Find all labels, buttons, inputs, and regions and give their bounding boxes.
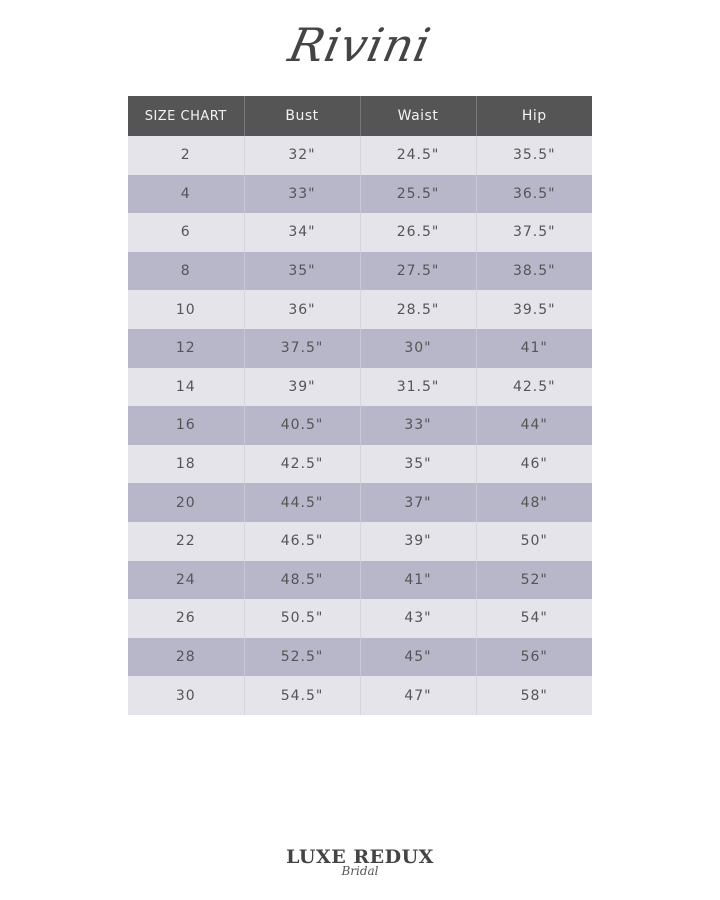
- cell-waist: 30": [359, 328, 476, 368]
- cell-bust: 36": [243, 290, 360, 329]
- table-row: 22 46.5" 39" 50": [128, 521, 592, 561]
- cell-hip: 56": [475, 637, 592, 677]
- footer-logo-sub: Bridal: [341, 864, 379, 878]
- brand-logo: Rivini: [284, 18, 436, 72]
- cell-hip: 52": [475, 560, 592, 600]
- cell-waist: 31.5": [359, 367, 476, 407]
- table-row: 12 37.5" 30" 41": [128, 328, 592, 368]
- table-row: 8 35" 27.5" 38.5": [128, 251, 592, 291]
- cell-waist: 33": [359, 406, 476, 445]
- cell-size: 18: [128, 444, 244, 484]
- cell-hip: 58": [475, 676, 592, 715]
- table-row: 18 42.5" 35" 46": [128, 444, 592, 484]
- table-row: 16 40.5" 33" 44": [128, 406, 592, 445]
- cell-hip: 41": [475, 328, 592, 368]
- cell-waist: 24.5": [359, 136, 476, 175]
- table-row: 24 48.5" 41" 52": [128, 560, 592, 600]
- cell-size: 12: [128, 328, 244, 368]
- cell-hip: 44": [475, 406, 592, 445]
- cell-size: 4: [128, 174, 244, 214]
- table-row: 26 50.5" 43" 54": [128, 599, 592, 638]
- footer-logo-main: LUXE REDUX: [286, 846, 434, 868]
- size-chart-table: SIZE CHART Bust Waist Hip 2 32" 24.5" 35.5"…: [128, 96, 592, 715]
- header-size: SIZE CHART: [128, 96, 244, 136]
- cell-waist: 47": [359, 676, 476, 715]
- cell-bust: 33": [243, 174, 360, 214]
- cell-hip: 42.5": [475, 367, 592, 407]
- table-row: 28 52.5" 45" 56": [128, 637, 592, 677]
- cell-bust: 54.5": [243, 676, 360, 715]
- cell-size: 26: [128, 599, 244, 638]
- cell-hip: 48": [475, 483, 592, 522]
- cell-waist: 43": [359, 599, 476, 638]
- cell-bust: 50.5": [243, 599, 360, 638]
- cell-bust: 37.5": [243, 328, 360, 368]
- cell-waist: 25.5": [359, 174, 476, 214]
- table-header-row: SIZE CHART Bust Waist Hip: [128, 96, 592, 136]
- cell-size: 6: [128, 213, 244, 252]
- cell-hip: 50": [475, 521, 592, 561]
- cell-bust: 40.5": [243, 406, 360, 445]
- cell-size: 14: [128, 367, 244, 407]
- header-waist: Waist: [359, 96, 476, 136]
- cell-waist: 28.5": [359, 290, 476, 329]
- cell-bust: 35": [243, 251, 360, 291]
- cell-size: 2: [128, 136, 244, 175]
- cell-waist: 41": [359, 560, 476, 600]
- cell-waist: 37": [359, 483, 476, 522]
- cell-waist: 39": [359, 521, 476, 561]
- cell-hip: 39.5": [475, 290, 592, 329]
- cell-bust: 42.5": [243, 444, 360, 484]
- table-row: 6 34" 26.5" 37.5": [128, 213, 592, 252]
- cell-bust: 44.5": [243, 483, 360, 522]
- table-row: 14 39" 31.5" 42.5": [128, 367, 592, 407]
- cell-waist: 26.5": [359, 213, 476, 252]
- table-row: 4 33" 25.5" 36.5": [128, 174, 592, 214]
- table-row: 10 36" 28.5" 39.5": [128, 290, 592, 329]
- cell-size: 24: [128, 560, 244, 600]
- cell-size: 10: [128, 290, 244, 329]
- cell-hip: 46": [475, 444, 592, 484]
- cell-bust: 32": [243, 136, 360, 175]
- table-row: 20 44.5" 37" 48": [128, 483, 592, 522]
- cell-waist: 35": [359, 444, 476, 484]
- footer-logo: LUXE REDUX Bridal: [0, 846, 720, 878]
- cell-size: 8: [128, 251, 244, 291]
- cell-waist: 45": [359, 637, 476, 677]
- cell-size: 30: [128, 676, 244, 715]
- cell-size: 22: [128, 521, 244, 561]
- table-row: 30 54.5" 47" 58": [128, 676, 592, 715]
- cell-waist: 27.5": [359, 251, 476, 291]
- header-bust: Bust: [243, 96, 360, 136]
- cell-bust: 39": [243, 367, 360, 407]
- cell-size: 16: [128, 406, 244, 445]
- cell-bust: 46.5": [243, 521, 360, 561]
- cell-hip: 38.5": [475, 251, 592, 291]
- cell-hip: 54": [475, 599, 592, 638]
- cell-hip: 36.5": [475, 174, 592, 214]
- cell-hip: 35.5": [475, 136, 592, 175]
- cell-size: 20: [128, 483, 244, 522]
- cell-bust: 34": [243, 213, 360, 252]
- header-hip: Hip: [475, 96, 592, 136]
- cell-bust: 48.5": [243, 560, 360, 600]
- cell-size: 28: [128, 637, 244, 677]
- cell-bust: 52.5": [243, 637, 360, 677]
- table-row: 2 32" 24.5" 35.5": [128, 136, 592, 175]
- cell-hip: 37.5": [475, 213, 592, 252]
